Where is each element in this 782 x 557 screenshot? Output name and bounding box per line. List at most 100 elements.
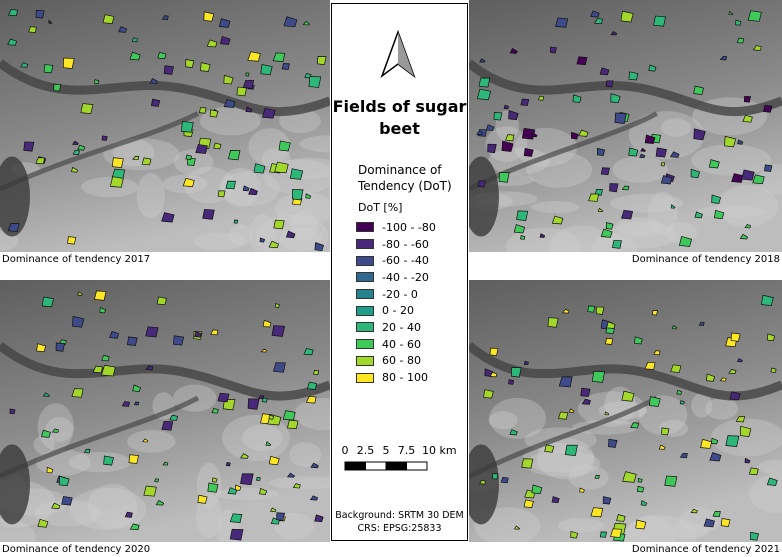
field (578, 129, 589, 137)
terrain-patch (136, 172, 165, 219)
field (648, 64, 657, 72)
field (660, 175, 673, 185)
terrain-patch (81, 176, 139, 198)
field (132, 155, 140, 161)
field (588, 193, 600, 202)
field (259, 487, 268, 495)
field (660, 162, 666, 167)
field (483, 389, 494, 399)
field (35, 157, 45, 165)
field (187, 157, 196, 167)
field (644, 361, 656, 370)
field (760, 294, 774, 306)
field (513, 525, 521, 530)
legend-swatch (356, 305, 374, 316)
terrain-patch (705, 397, 739, 420)
field (261, 397, 268, 403)
field (258, 395, 265, 400)
field (155, 499, 165, 506)
terrain-patch (290, 210, 319, 241)
field (523, 499, 534, 508)
field (622, 471, 637, 483)
field (712, 511, 721, 518)
field (744, 457, 751, 464)
field (634, 336, 643, 345)
field (83, 448, 91, 454)
field (227, 487, 238, 495)
lake (0, 444, 30, 525)
map-panel (469, 0, 782, 252)
field (268, 455, 280, 466)
field (9, 408, 16, 415)
field (671, 325, 678, 330)
field (728, 10, 734, 16)
field (156, 296, 167, 306)
field (500, 476, 509, 484)
field (77, 291, 83, 296)
field (233, 219, 239, 224)
field (698, 321, 705, 326)
field (700, 438, 713, 449)
field (478, 77, 491, 88)
field (740, 425, 752, 437)
legend-title: Dominance of Tendency (DoT) (358, 163, 452, 193)
legend-label: 80 - 100 (382, 371, 428, 385)
field (523, 360, 529, 366)
field (605, 222, 614, 230)
panel-caption: Dominance of tendency 2018 (631, 254, 780, 265)
credits: Background: SRTM 30 DEM CRS: EPSG:25833 (332, 509, 467, 535)
field (185, 59, 195, 68)
field (736, 37, 745, 44)
legend-label: 60 - 80 (382, 354, 421, 368)
field (564, 444, 578, 456)
field (229, 528, 244, 541)
field (240, 473, 254, 486)
field (305, 193, 312, 199)
river (0, 111, 200, 192)
field (217, 190, 226, 198)
legend-item: -100 - -80 (356, 219, 436, 236)
panel-caption: Dominance of tendency 2017 (2, 254, 151, 265)
field (131, 37, 139, 43)
field (744, 224, 752, 229)
field (664, 475, 678, 487)
field (260, 348, 268, 353)
credit-line: Background: SRTM 30 DEM (335, 510, 464, 521)
field (145, 365, 154, 371)
field (281, 63, 290, 70)
field (162, 461, 169, 466)
scale-segment (344, 461, 366, 471)
field (610, 93, 621, 104)
field (245, 106, 253, 113)
field (693, 128, 706, 141)
map-title: Fields of sugar beet (332, 97, 467, 138)
map-panel (0, 280, 330, 542)
field (286, 419, 299, 430)
field (253, 163, 266, 174)
field (767, 333, 776, 342)
field (485, 124, 495, 131)
field (703, 518, 715, 528)
terrain-patch (572, 419, 639, 435)
river (0, 395, 200, 479)
field (23, 141, 35, 152)
legend-label: -40 - -20 (382, 270, 429, 284)
field (275, 303, 280, 308)
field (591, 371, 606, 383)
field (558, 411, 569, 420)
field (653, 350, 661, 356)
field (520, 98, 530, 106)
map-panel (469, 280, 782, 542)
field (101, 135, 108, 141)
legend-swatch (356, 372, 374, 383)
field (538, 95, 545, 101)
field (501, 140, 514, 152)
scale-segment (385, 461, 407, 471)
field (313, 370, 320, 376)
field (752, 174, 765, 185)
field (276, 512, 285, 521)
field (679, 400, 685, 405)
field (570, 131, 579, 140)
field (182, 177, 195, 188)
field (678, 235, 693, 247)
